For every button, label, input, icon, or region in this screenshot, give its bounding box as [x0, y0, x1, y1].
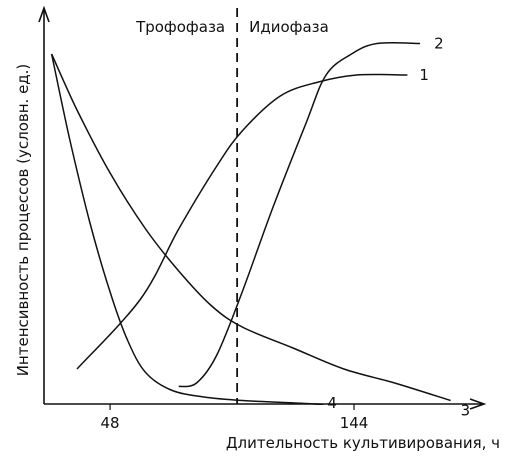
series-line-2 [178, 42, 421, 388]
phase-label-idiophase: Идиофаза [249, 18, 329, 36]
y-axis-arrow-icon [38, 5, 50, 23]
series-line-4 [50, 53, 324, 406]
series-group: 12 3 4 [50, 35, 471, 420]
series-label-2: 2 [434, 35, 444, 53]
y-axis-title: Интенсивность процессов (условн. ед.) [14, 64, 32, 377]
series-label-1: 1 [419, 66, 429, 84]
series-line-1 [76, 73, 408, 370]
x-ticks-group: 48 144 [101, 404, 369, 432]
x-axis-title: Длительность культивирования, ч [226, 434, 500, 452]
x-tick-label: 48 [101, 414, 120, 432]
x-axis-arrow-icon [469, 398, 487, 410]
phase-label-trophophase: Трофофаза [135, 18, 225, 36]
series-line-3 [50, 53, 451, 402]
x-tick-label: 144 [340, 414, 369, 432]
series-label-3: 3 [461, 402, 471, 420]
series-label-4: 4 [327, 394, 337, 412]
